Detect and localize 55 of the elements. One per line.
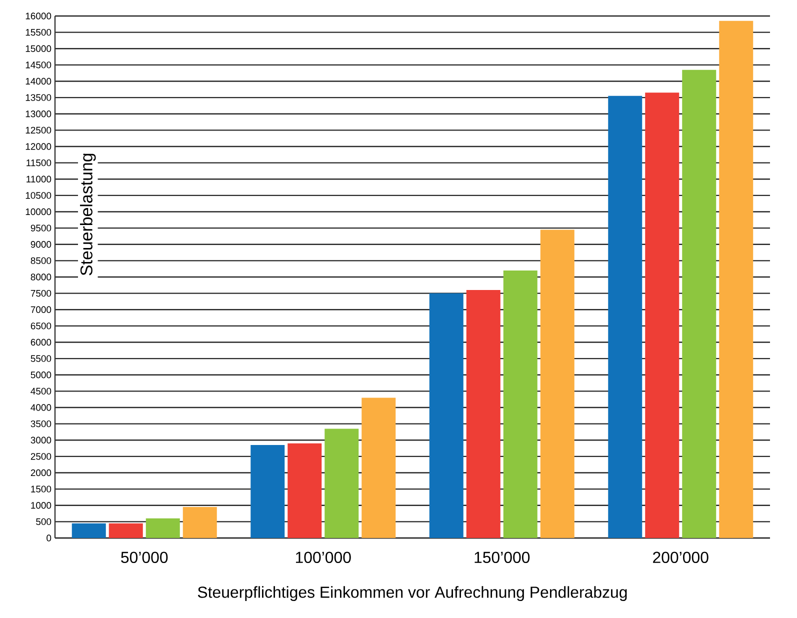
y-tick-label: 7500 bbox=[30, 290, 52, 297]
y-tick-label: 10500 bbox=[26, 192, 52, 199]
y-tick-label: 15000 bbox=[26, 45, 52, 52]
bar bbox=[182, 507, 217, 538]
bar bbox=[682, 70, 716, 538]
y-tick-label: 2500 bbox=[30, 453, 52, 460]
y-tick-label: 3000 bbox=[30, 436, 52, 444]
x-axis-title: Steuerpflichtiges Einkommen vor Aufrechnung Pendlerabzug bbox=[198, 586, 627, 602]
y-tick-label: 14000 bbox=[26, 78, 52, 85]
x-tick-label: 50’000 bbox=[121, 552, 168, 564]
y-tick-label: 2000 bbox=[30, 469, 52, 476]
bar bbox=[719, 20, 754, 538]
bar bbox=[503, 270, 538, 538]
x-tick-label: 200’000 bbox=[653, 552, 708, 564]
bar bbox=[429, 293, 464, 538]
y-tick-label: 16000 bbox=[26, 12, 52, 20]
y-tick-label: 9000 bbox=[30, 241, 52, 248]
y-tick-label: 9500 bbox=[30, 224, 52, 232]
y-tick-label: 14500 bbox=[26, 62, 52, 68]
y-tick-label: 500 bbox=[36, 518, 52, 526]
bar bbox=[645, 92, 680, 538]
bar bbox=[540, 230, 574, 538]
y-tick-label: 8500 bbox=[30, 257, 52, 264]
y-tick-label: 7000 bbox=[30, 306, 52, 313]
y-tick-label: 0 bbox=[46, 534, 52, 542]
y-tick-label: 15500 bbox=[26, 28, 52, 36]
y-tick-label: 11500 bbox=[26, 159, 52, 166]
bar bbox=[250, 445, 285, 538]
y-tick-label: 4000 bbox=[30, 404, 52, 411]
y-tick-label: 13000 bbox=[26, 110, 52, 118]
y-tick-label: 11000 bbox=[26, 176, 52, 182]
bar bbox=[108, 523, 143, 538]
x-tick-label: 150’000 bbox=[474, 552, 530, 564]
y-tick-label: 1500 bbox=[31, 486, 52, 492]
y-axis-title: Steuerbelastung bbox=[80, 154, 96, 276]
y-tick-label: 5000 bbox=[30, 372, 52, 378]
y-tick-label: 13500 bbox=[26, 94, 52, 101]
bar bbox=[466, 290, 500, 538]
bar bbox=[288, 443, 322, 538]
y-tick-label: 3500 bbox=[30, 420, 52, 428]
x-tick-label: 100’000 bbox=[296, 552, 351, 564]
y-tick-label: 5500 bbox=[30, 355, 52, 362]
bar bbox=[72, 523, 106, 538]
y-tick-label: 10000 bbox=[26, 208, 52, 216]
bar bbox=[146, 518, 180, 538]
y-tick-label: 6500 bbox=[30, 322, 52, 330]
bar bbox=[362, 398, 396, 538]
y-tick-label: 12000 bbox=[26, 143, 52, 150]
y-tick-label: 4500 bbox=[30, 388, 52, 395]
y-tick-label: 12500 bbox=[26, 126, 52, 134]
bar bbox=[608, 96, 642, 538]
y-tick-label: 1000 bbox=[31, 502, 52, 509]
y-tick-label: 6000 bbox=[30, 338, 52, 346]
y-tick-label: 8000 bbox=[30, 274, 52, 280]
bar bbox=[324, 428, 359, 538]
